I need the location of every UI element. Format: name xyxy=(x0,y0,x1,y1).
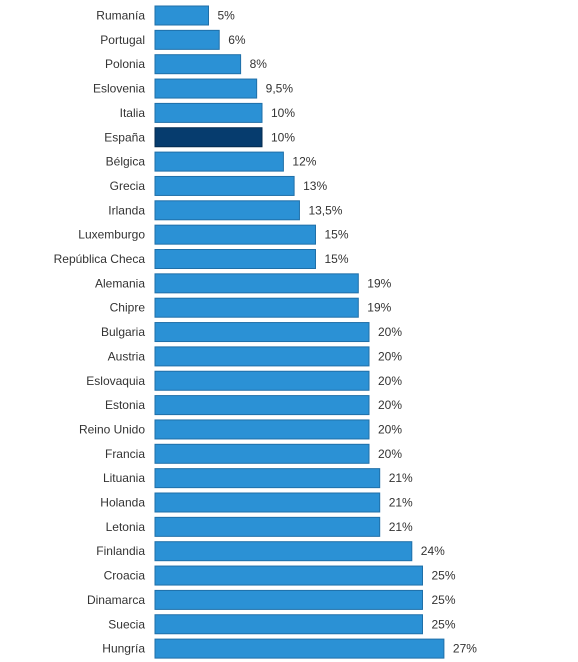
value-label-croacia: 25% xyxy=(432,569,456,583)
value-label-eslovaquia: 20% xyxy=(378,374,402,388)
value-label-chipre: 19% xyxy=(367,301,391,315)
category-label-polonia: Polonia xyxy=(105,57,145,71)
category-label-bulgaria: Bulgaria xyxy=(101,325,145,339)
value-label-lituania: 21% xyxy=(389,471,413,485)
value-label-bulgaria: 20% xyxy=(378,325,402,339)
category-label-hungria: Hungría xyxy=(102,642,145,656)
value-label-espana: 10% xyxy=(271,130,295,144)
value-label-irlanda: 13,5% xyxy=(308,203,342,217)
category-label-francia: Francia xyxy=(105,447,145,461)
category-label-suecia: Suecia xyxy=(108,617,145,631)
category-label-portugal: Portugal xyxy=(100,33,145,47)
value-label-finlandia: 24% xyxy=(421,544,445,558)
bar-polonia xyxy=(154,54,242,75)
bar-francia xyxy=(154,443,370,464)
category-label-estonia: Estonia xyxy=(105,398,145,412)
bar-dinamarca xyxy=(154,589,423,610)
value-label-estonia: 20% xyxy=(378,398,402,412)
bar-suecia xyxy=(154,614,423,635)
bar-hungria xyxy=(154,638,445,659)
value-label-rumania: 5% xyxy=(218,9,236,23)
category-label-croacia: Croacia xyxy=(104,569,146,583)
bar-republica-checa xyxy=(154,249,316,269)
category-label-luxemburgo: Luxemburgo xyxy=(78,228,145,242)
bar-estonia xyxy=(154,395,370,416)
category-label-alemania: Alemania xyxy=(95,276,145,290)
category-label-irlanda: Irlanda xyxy=(108,203,145,217)
category-label-eslovenia: Eslovenia xyxy=(93,82,145,96)
bar-irlanda xyxy=(154,200,300,221)
value-label-francia: 20% xyxy=(378,447,402,461)
category-labels: Rumanía Portugal Polonia Eslovenia Italia Esp… xyxy=(54,9,146,656)
category-label-lituania: Lituania xyxy=(103,471,145,485)
value-label-reino-unido: 20% xyxy=(378,422,402,436)
value-labels: 5% 6% 8% 9,5% 10% 10% 12% 13% 13,5% 15% 15% 19% 19% 2… xyxy=(218,9,478,656)
bar-grecia xyxy=(154,175,295,196)
value-label-letonia: 21% xyxy=(389,520,413,534)
value-label-luxemburgo: 15% xyxy=(325,228,349,242)
value-label-republica-checa: 15% xyxy=(325,252,349,266)
bar-finlandia xyxy=(154,541,413,562)
bar-luxemburgo xyxy=(154,224,316,245)
bar-bulgaria xyxy=(154,322,370,343)
category-label-rumania: Rumanía xyxy=(96,9,145,23)
category-label-eslovaquia: Eslovaquia xyxy=(86,374,145,388)
category-label-austria: Austria xyxy=(108,349,146,363)
bar-italia xyxy=(154,102,263,123)
bar-eslovenia xyxy=(154,78,258,99)
bar-espana xyxy=(154,127,263,148)
value-label-holanda: 21% xyxy=(389,496,413,510)
bar-alemania xyxy=(154,273,359,294)
bar-rumania xyxy=(154,5,209,26)
bar-reino-unido xyxy=(154,419,370,440)
value-label-belgica: 12% xyxy=(292,155,316,169)
value-label-italia: 10% xyxy=(271,106,295,120)
category-label-reino-unido: Reino Unido xyxy=(79,422,145,436)
category-label-belgica: Bélgica xyxy=(106,155,146,169)
value-label-suecia: 25% xyxy=(432,617,456,631)
bar-portugal xyxy=(154,29,220,50)
category-label-italia: Italia xyxy=(120,106,146,120)
category-label-letonia: Letonia xyxy=(106,520,146,534)
category-label-chipre: Chipre xyxy=(110,301,146,315)
category-label-dinamarca: Dinamarca xyxy=(87,593,145,607)
bar-lituania xyxy=(154,468,381,489)
value-label-austria: 20% xyxy=(378,349,402,363)
bar-letonia xyxy=(154,516,381,537)
bar-eslovaquia xyxy=(154,370,370,391)
value-label-hungria: 27% xyxy=(453,642,477,656)
value-label-dinamarca: 25% xyxy=(432,593,456,607)
bars xyxy=(154,5,445,659)
value-label-polonia: 8% xyxy=(250,57,268,71)
category-label-finlandia: Finlandia xyxy=(96,544,145,558)
bar-holanda xyxy=(154,492,381,513)
value-label-portugal: 6% xyxy=(228,33,246,47)
value-label-grecia: 13% xyxy=(303,179,327,193)
bar-belgica xyxy=(154,151,284,172)
bar-austria xyxy=(154,346,370,367)
bar-chipre xyxy=(154,297,359,318)
category-label-holanda: Holanda xyxy=(100,496,145,510)
category-label-espana: España xyxy=(104,130,145,144)
value-label-alemania: 19% xyxy=(367,276,391,290)
value-label-eslovenia: 9,5% xyxy=(266,82,294,96)
category-label-republica-checa: República Checa xyxy=(54,252,146,266)
bar-croacia xyxy=(154,565,423,586)
category-label-grecia: Grecia xyxy=(110,179,146,193)
